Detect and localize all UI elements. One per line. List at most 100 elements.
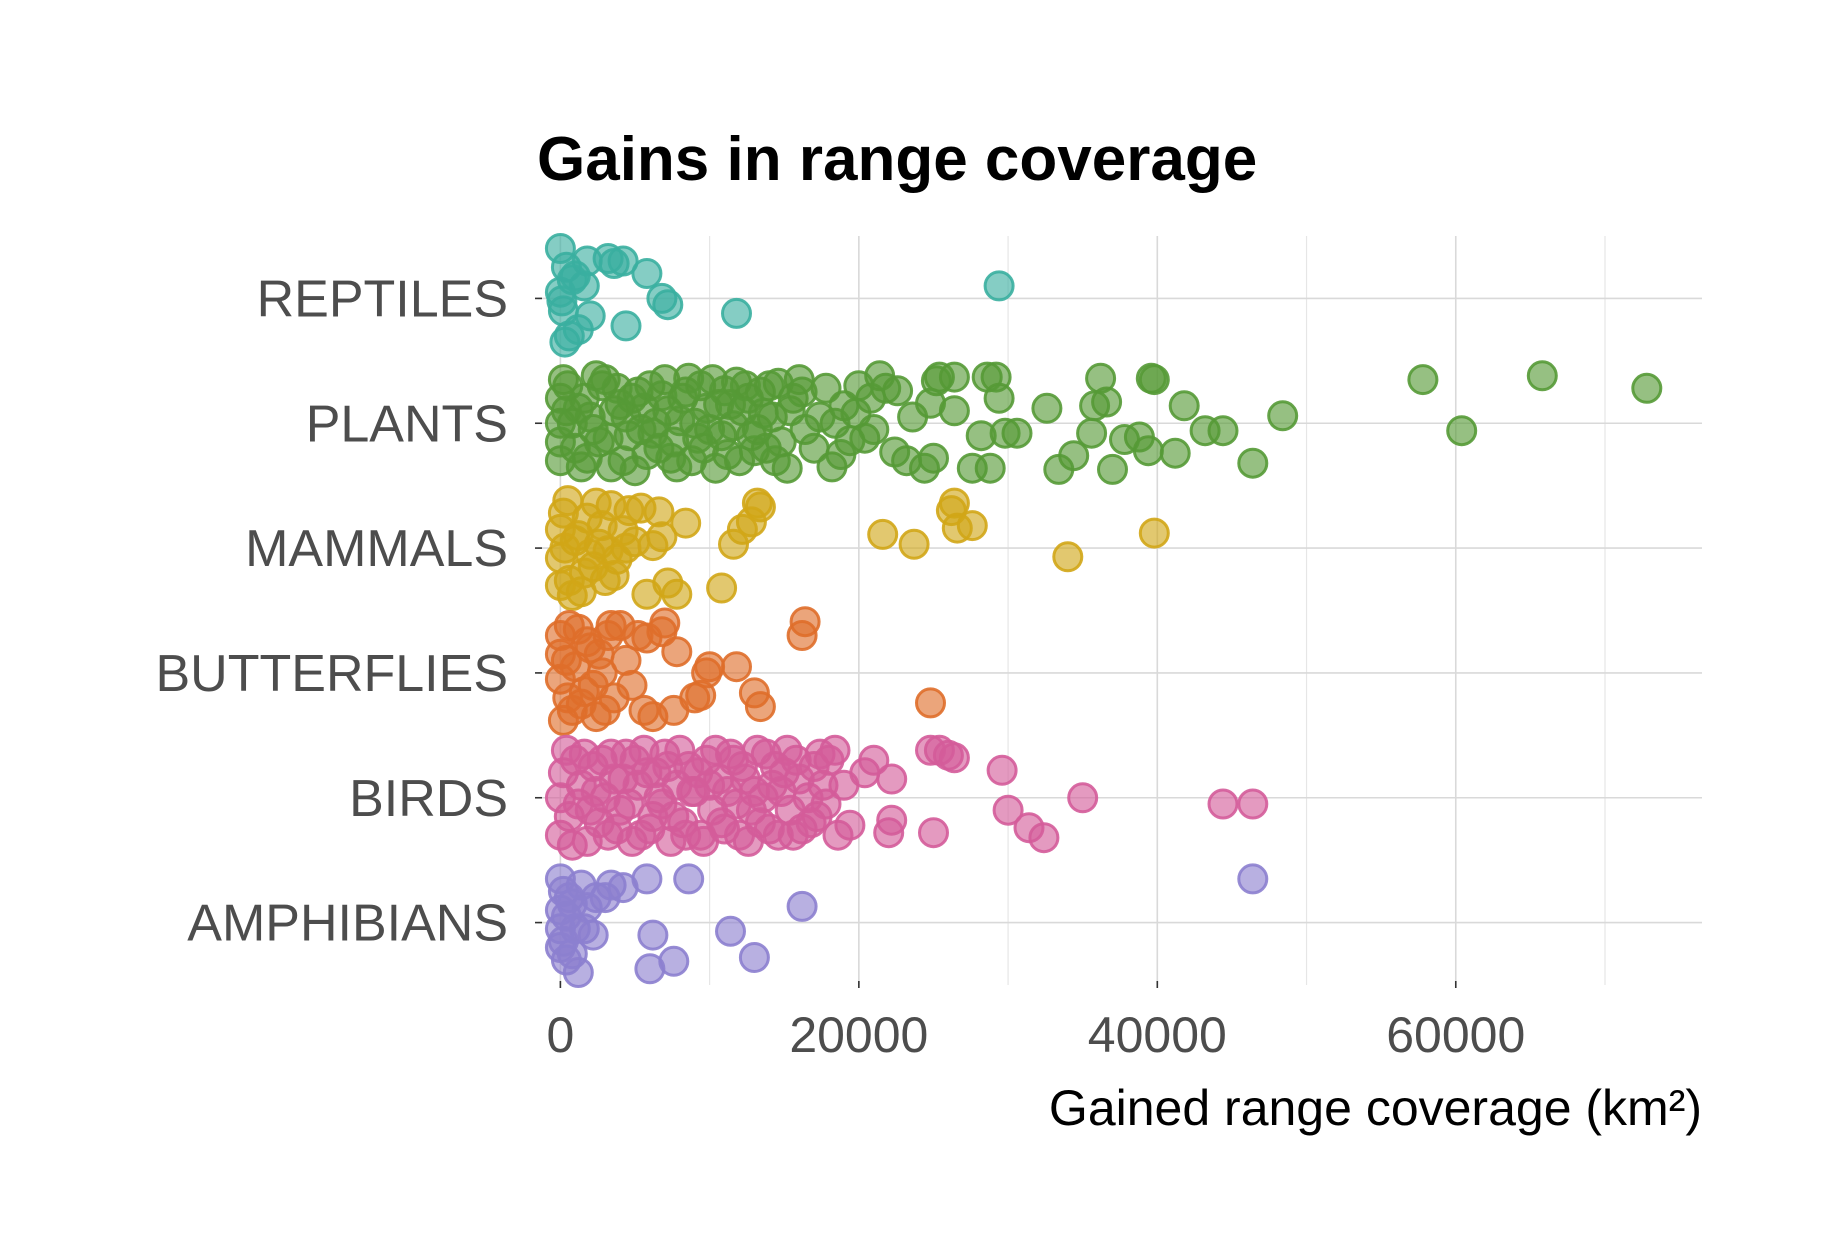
point-plants-123 — [601, 372, 633, 404]
point-mammals-45 — [580, 487, 612, 519]
point-amphibians-28 — [565, 869, 597, 901]
point-plants-111 — [804, 401, 836, 433]
series-mammals — [544, 485, 1170, 611]
point-plants-21 — [1043, 453, 1075, 485]
point-amphibians-0 — [1237, 863, 1269, 895]
point-butterflies-38 — [583, 638, 615, 670]
point-reptiles-16 — [983, 270, 1015, 302]
point-plants-114 — [858, 414, 890, 445]
point-butterflies-5 — [721, 651, 752, 683]
point-mammals-48 — [549, 532, 581, 564]
point-butterflies-42 — [552, 682, 584, 714]
y-tick-label-plants: PLANTS — [306, 395, 508, 453]
point-reptiles-15 — [721, 297, 752, 329]
point-plants-119 — [562, 392, 594, 424]
point-birds-10 — [915, 734, 946, 766]
point-plants-128 — [646, 380, 678, 412]
point-butterflies-41 — [544, 638, 576, 670]
point-plants-28 — [971, 361, 1003, 393]
x-tick-label-3: 60000 — [1386, 1007, 1525, 1063]
point-plants-5 — [1237, 447, 1269, 479]
point-plants-4 — [1267, 400, 1299, 432]
point-plants-14 — [1109, 424, 1140, 455]
x-tick-label-1: 20000 — [789, 1007, 928, 1063]
point-birds-99 — [729, 763, 761, 795]
point-birds-13 — [873, 817, 905, 849]
point-plants-109 — [786, 376, 818, 408]
point-birds-83 — [634, 813, 666, 845]
point-plants-29 — [965, 420, 997, 452]
point-plants-15 — [1097, 453, 1128, 485]
x-tick-label-2: 40000 — [1088, 1007, 1227, 1063]
point-butterflies-39 — [589, 694, 621, 726]
point-birds-11 — [918, 817, 949, 849]
point-plants-129 — [655, 442, 687, 474]
point-plants-112 — [825, 439, 857, 470]
point-birds-19 — [822, 819, 854, 851]
point-mammals-37 — [552, 485, 584, 517]
point-plants-1 — [1526, 360, 1558, 392]
point-mammals-7 — [867, 518, 899, 550]
point-amphibians-4 — [673, 863, 705, 895]
point-birds-6 — [986, 754, 1018, 786]
point-plants-22 — [1031, 392, 1063, 424]
series-amphibians — [544, 863, 1269, 988]
y-axis: REPTILES PLANTS MAMMALS BUTTERFLIES BIRDS AMP… — [156, 270, 542, 953]
point-butterflies-0 — [915, 687, 946, 719]
point-amphibians-3 — [715, 915, 746, 947]
point-plants-113 — [843, 370, 875, 402]
x-axis-label: Gained range coverage (km²) — [1049, 1080, 1702, 1136]
point-birds-5 — [992, 794, 1024, 826]
point-mammals-0 — [1138, 517, 1170, 549]
point-birds-110 — [804, 738, 836, 770]
point-birds-2 — [1067, 782, 1099, 814]
point-butterflies-4 — [738, 677, 770, 709]
point-plants-3 — [1446, 415, 1478, 447]
point-amphibians-29 — [544, 913, 576, 945]
point-plants-120 — [571, 442, 603, 474]
point-plants-9 — [1159, 437, 1191, 469]
point-mammals-6 — [898, 528, 930, 560]
gridlines — [538, 236, 1702, 985]
point-mammals-20 — [631, 578, 663, 610]
y-tick-label-mammals: MAMMALS — [245, 520, 508, 578]
y-tick-label-birds: BIRDS — [349, 770, 508, 828]
point-amphibians-1 — [786, 890, 818, 922]
point-plants-7 — [1189, 415, 1221, 447]
point-plants-122 — [592, 422, 624, 454]
point-birds-0 — [1237, 788, 1269, 820]
point-mammals-12 — [718, 528, 749, 560]
point-amphibians-7 — [634, 953, 666, 985]
point-reptiles-6 — [631, 258, 663, 289]
point-plants-134 — [700, 452, 732, 484]
chart-title: Gains in range coverage — [537, 125, 1257, 194]
point-birds-4 — [1013, 812, 1045, 844]
point-mammals-41 — [598, 560, 630, 591]
point-mammals-13 — [706, 572, 738, 604]
point-plants-117 — [544, 426, 576, 458]
point-plants-131 — [673, 362, 705, 394]
point-birds-111 — [810, 788, 842, 820]
series-reptiles — [544, 233, 1015, 358]
point-plants-110 — [798, 432, 830, 464]
data-points — [544, 233, 1663, 988]
point-birds-98 — [724, 819, 755, 851]
point-plants-30 — [956, 452, 988, 484]
point-birds-70 — [556, 829, 588, 861]
point-butterflies-40 — [595, 610, 627, 641]
y-tick-label-amphibians: AMPHIBIANS — [187, 895, 508, 953]
point-plants-139 — [747, 397, 779, 429]
point-amphibians-6 — [637, 919, 669, 951]
point-butterflies-2 — [786, 620, 818, 651]
point-mammals-5 — [935, 495, 967, 527]
point-birds-78 — [604, 794, 636, 826]
point-reptiles-19 — [562, 314, 594, 346]
point-plants-2 — [1631, 372, 1663, 404]
point-plants-127 — [637, 417, 669, 449]
point-plants-38 — [897, 401, 929, 433]
point-plants-19 — [1076, 417, 1108, 449]
point-mammals-47 — [544, 570, 576, 601]
point-plants-17 — [1085, 362, 1117, 394]
point-reptiles-12 — [610, 310, 642, 342]
